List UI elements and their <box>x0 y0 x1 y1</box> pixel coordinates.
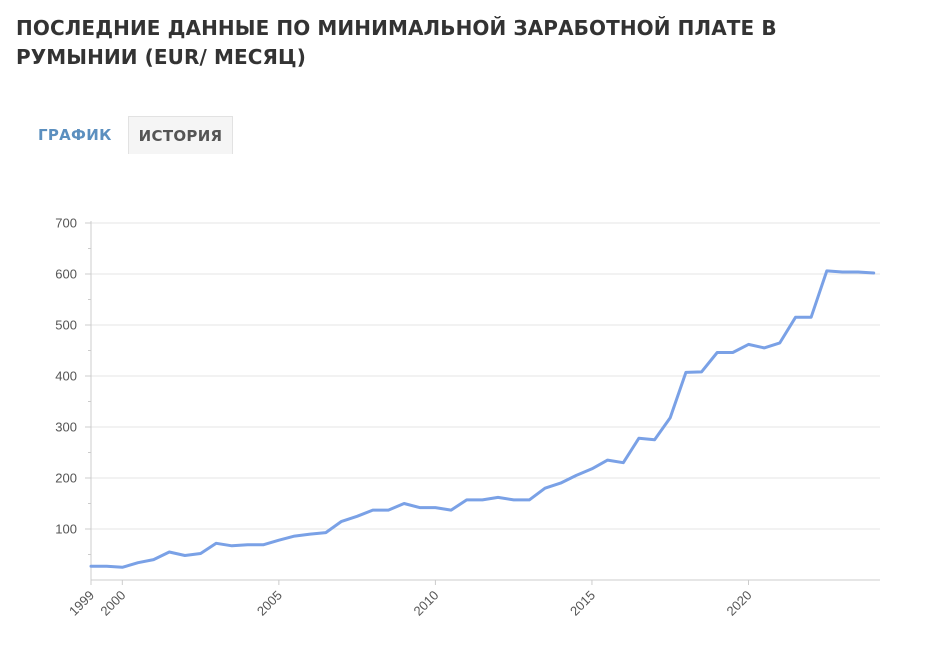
x-tick-label: 2015 <box>567 588 598 619</box>
tab-history[interactable]: ИСТОРИЯ <box>127 116 234 154</box>
x-tick-label: 2020 <box>724 588 755 619</box>
page-title: ПОСЛЕДНИЕ ДАННЫЕ ПО МИНИМАЛЬНОЙ ЗАРАБОТН… <box>16 16 777 69</box>
series-line <box>89 269 876 569</box>
y-tick-label: 200 <box>55 471 77 486</box>
tab-bar: ГРАФИК ИСТОРИЯ <box>24 116 234 156</box>
y-tick-label: 700 <box>55 216 77 231</box>
x-tick-label: 2010 <box>410 588 441 619</box>
y-tick-label: 300 <box>55 420 77 435</box>
x-tick-label: 2000 <box>97 588 128 619</box>
y-tick-label: 500 <box>55 318 77 333</box>
tab-graph[interactable]: ГРАФИК <box>38 126 112 144</box>
x-tick-label: 2005 <box>254 588 285 619</box>
y-tick-label: 400 <box>55 369 77 384</box>
y-tick-label: 100 <box>55 522 77 537</box>
x-tick-label: 1999 <box>66 588 97 619</box>
y-tick-label: 600 <box>55 267 77 282</box>
